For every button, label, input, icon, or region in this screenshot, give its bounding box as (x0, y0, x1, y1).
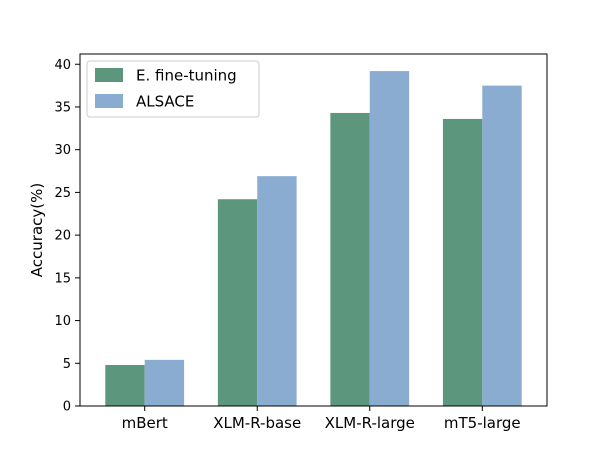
bar-xlm-r-base-e-fine-tuning (217, 199, 258, 406)
bars-layer (105, 71, 522, 407)
y-tick-label: 20 (54, 229, 71, 244)
bar-xlm-r-large-alsace (369, 71, 410, 407)
legend-swatch-e-fine-tuning (95, 68, 123, 82)
y-tick-label: 10 (54, 314, 71, 329)
legend: E. fine-tuning ALSACE (86, 60, 260, 118)
y-axis-title: Accuracy(%) (28, 183, 46, 277)
legend-frame (86, 60, 260, 118)
x-tick-label-xlm-r-base: XLM-R-base (213, 414, 301, 432)
bar-mt5-large-alsace (482, 85, 522, 407)
x-tick-label-mbert: mBert (122, 414, 168, 432)
bar-mbert-e-fine-tuning (105, 364, 145, 406)
y-tick-label: 15 (54, 271, 71, 286)
x-tick-label-xlm-r-large: XLM-R-large (325, 414, 415, 432)
legend-label-e-fine-tuning: E. fine-tuning (136, 67, 237, 85)
y-tick-label: 40 (54, 58, 71, 73)
bar-mt5-large-e-fine-tuning (442, 118, 483, 406)
y-tick-label: 5 (63, 357, 71, 372)
y-tick-label: 0 (63, 400, 71, 415)
x-tick-label-mt5-large: mT5-large (444, 414, 521, 432)
y-tick-label: 30 (54, 143, 71, 158)
bar-xlm-r-base-alsace (257, 176, 297, 406)
x-axis: mBert XLM-R-base XLM-R-large mT5-large (122, 406, 521, 432)
y-axis: 0 5 10 15 20 25 30 35 40 (54, 58, 80, 415)
bar-xlm-r-large-e-fine-tuning (330, 112, 370, 407)
bar-mbert-alsace (144, 359, 185, 406)
y-tick-label: 35 (54, 100, 71, 115)
plot-frame (79, 53, 548, 407)
y-tick-label: 25 (54, 186, 71, 201)
legend-label-alsace: ALSACE (136, 93, 194, 111)
legend-swatch-alsace (95, 94, 123, 108)
